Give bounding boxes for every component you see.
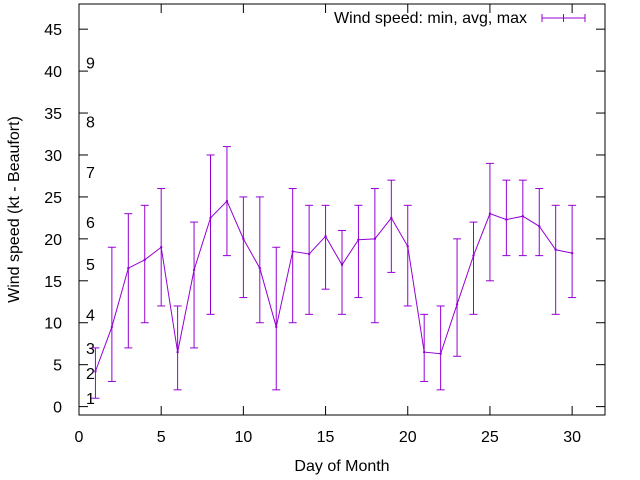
avg-point [340, 263, 344, 267]
wind-speed-series [91, 146, 577, 399]
avg-point [110, 325, 114, 329]
avg-line [94, 200, 573, 372]
y-tick-label: 0 [53, 400, 62, 417]
avg-point [275, 325, 278, 329]
avg-point [521, 215, 525, 218]
avg-point [488, 212, 492, 215]
avg-point [143, 258, 146, 262]
avg-point [192, 268, 196, 272]
beaufort-label: 2 [86, 366, 95, 383]
beaufort-label: 3 [86, 341, 95, 358]
avg-point [390, 216, 393, 220]
avg-point [406, 245, 409, 248]
x-tick-label: 0 [75, 429, 84, 446]
x-axis-tick-labels: 0 5 10 15 20 25 30 [75, 429, 582, 446]
avg-point [242, 237, 245, 241]
avg-point [505, 218, 508, 221]
beaufort-label: 7 [86, 165, 95, 182]
beaufort-label: 4 [86, 307, 95, 324]
axis-ticks [78, 4, 605, 415]
avg-point [176, 350, 179, 354]
avg-point [357, 238, 360, 241]
x-axis-label: Day of Month [294, 458, 389, 475]
beaufort-label: 5 [86, 257, 95, 274]
y-tick-label: 30 [44, 148, 62, 165]
beaufort-scale-labels: 1 2 3 4 5 6 7 8 9 [86, 56, 95, 409]
y-tick-label: 45 [44, 22, 62, 39]
avg-point [225, 199, 229, 203]
legend-label: Wind speed: min, avg, max [334, 10, 527, 27]
y-tick-label: 15 [44, 274, 62, 291]
avg-point [291, 250, 294, 253]
avg-point [159, 246, 163, 249]
avg-point [373, 237, 377, 241]
y-tick-label: 20 [44, 232, 62, 249]
avg-point [439, 352, 442, 355]
y-axis-tick-labels: 0 5 10 15 20 25 30 35 40 45 [44, 22, 62, 416]
avg-point [472, 254, 475, 257]
y-axis-label: Wind speed (kt - Beaufort) [6, 116, 23, 303]
beaufort-label: 8 [86, 114, 95, 131]
x-tick-label: 25 [481, 429, 499, 446]
beaufort-label: 1 [86, 391, 95, 408]
avg-point [307, 252, 311, 256]
plot-frame [78, 3, 606, 416]
avg-point [554, 248, 557, 251]
avg-point [455, 303, 459, 306]
avg-point [422, 350, 426, 354]
avg-point [258, 267, 262, 270]
x-tick-label: 30 [563, 429, 581, 446]
y-tick-label: 35 [44, 106, 62, 123]
x-tick-label: 20 [399, 429, 417, 446]
x-tick-label: 5 [157, 429, 166, 446]
avg-point [324, 235, 327, 238]
y-tick-label: 5 [53, 358, 62, 375]
avg-point [94, 370, 97, 373]
legend: Wind speed: min, avg, max [334, 10, 586, 27]
beaufort-label: 6 [86, 215, 95, 232]
avg-point [570, 251, 574, 255]
avg-point [209, 216, 212, 220]
y-tick-label: 25 [44, 190, 62, 207]
y-tick-label: 10 [44, 316, 62, 333]
x-tick-label: 15 [317, 429, 335, 446]
avg-point [538, 225, 541, 228]
x-tick-label: 10 [234, 429, 252, 446]
avg-point [127, 267, 130, 270]
plot-area [78, 3, 606, 416]
y-tick-label: 40 [44, 64, 62, 81]
beaufort-label: 9 [86, 56, 95, 73]
